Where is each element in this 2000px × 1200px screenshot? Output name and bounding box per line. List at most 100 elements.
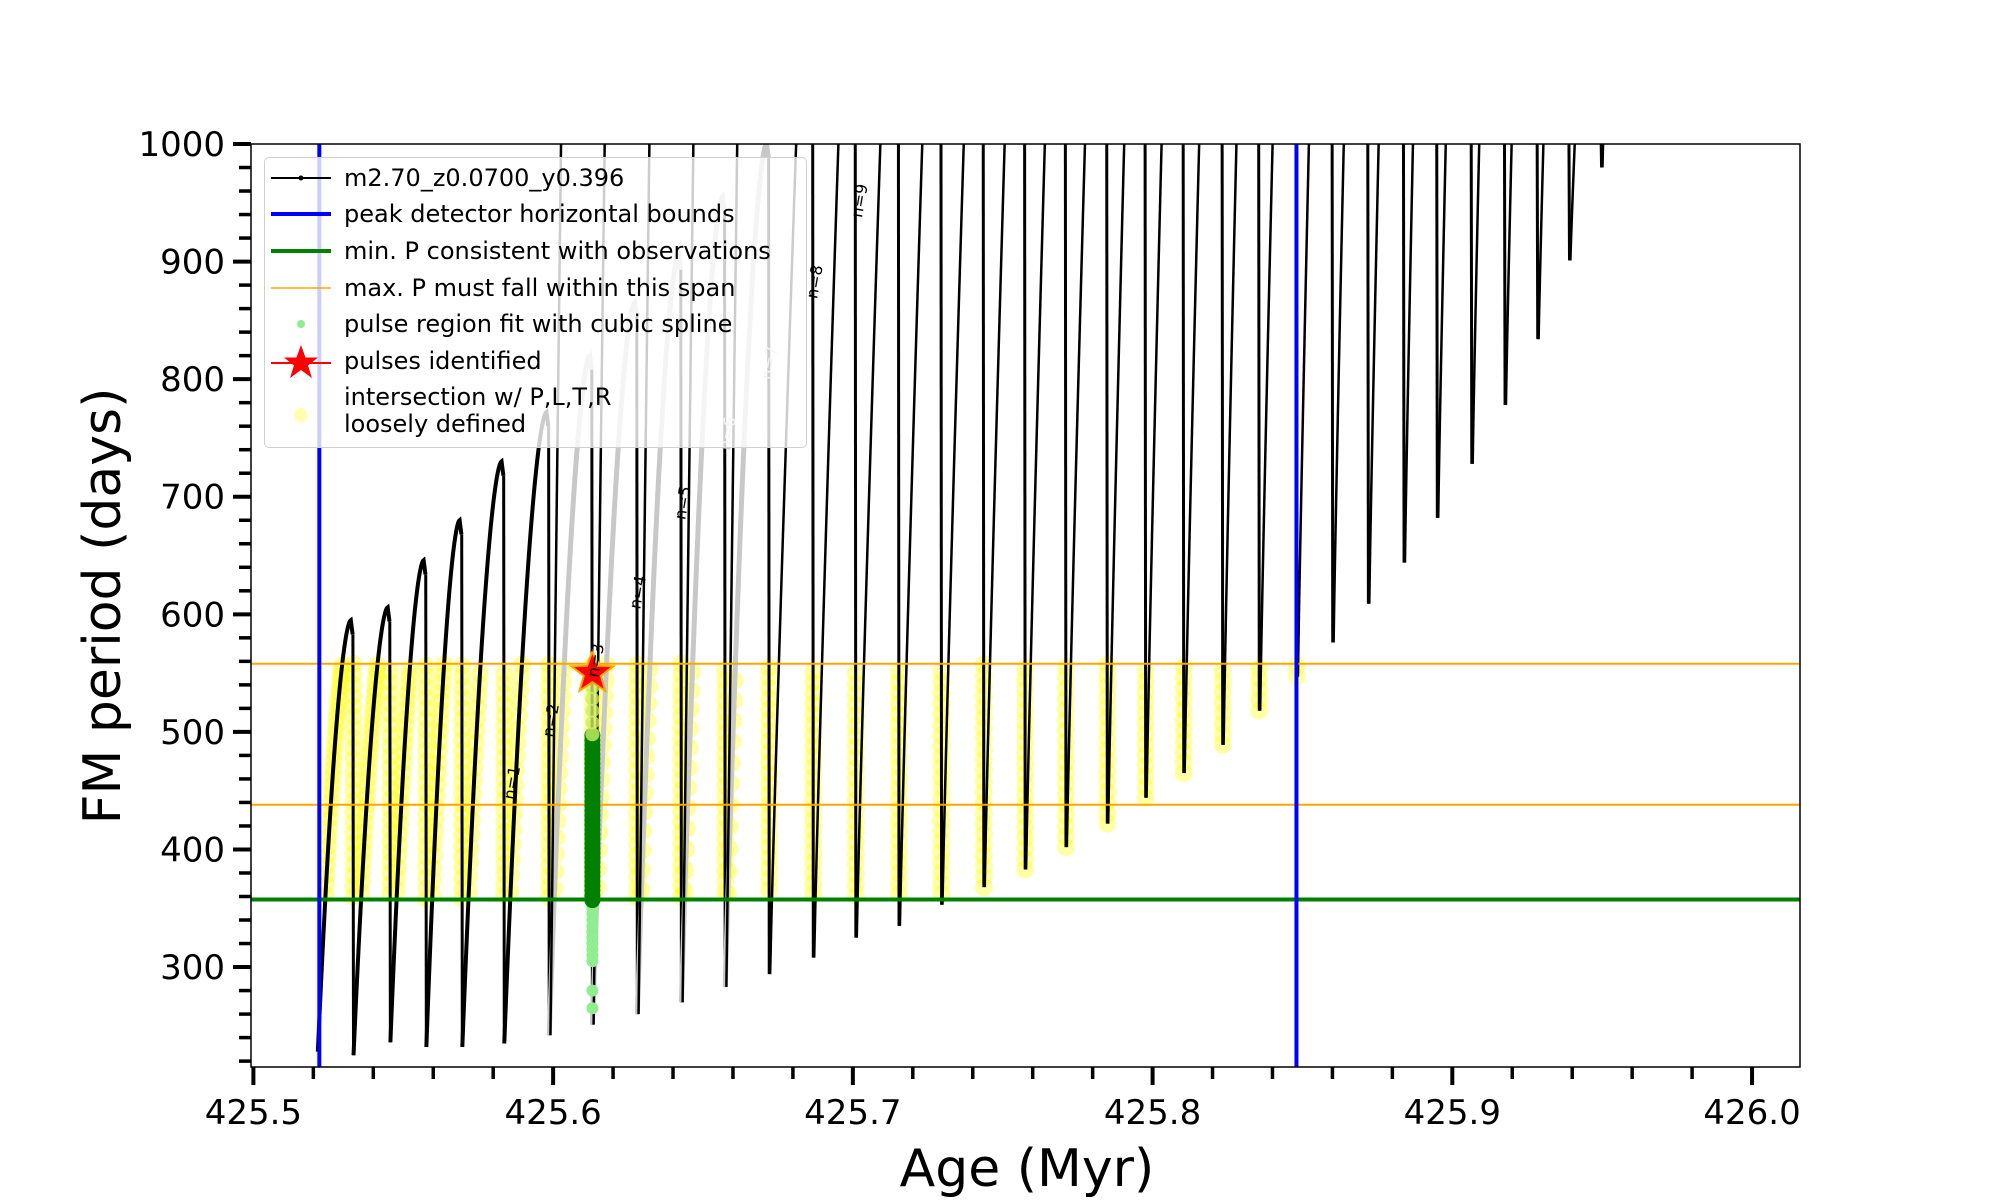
track-rising-branch — [388, 556, 428, 1043]
legend-label: pulses identified — [344, 347, 542, 375]
legend: m2.70_z0.0700_y0.396 peak detector horiz… — [264, 157, 807, 448]
track-drop — [547, 426, 551, 1036]
track-drop — [1567, 144, 1572, 261]
track-drop — [1143, 144, 1148, 798]
legend-label: min. P consistent with observations — [344, 237, 771, 265]
track-drop — [1401, 144, 1406, 563]
track-rising-branch — [1332, 144, 1346, 643]
track-rising-branch — [1222, 144, 1238, 745]
track-drop — [1535, 144, 1540, 340]
track-rising-branch — [1537, 144, 1545, 340]
track-drop — [1023, 144, 1027, 870]
track-drop — [424, 574, 428, 1048]
track-rising-branch — [1296, 144, 1311, 677]
track-drop — [853, 144, 858, 938]
y-axis-label: FM period (days) — [73, 388, 133, 825]
spline-fit-point — [585, 715, 600, 730]
blue-line-icon — [271, 212, 331, 216]
track-drop — [1105, 144, 1109, 824]
track-drop — [1220, 144, 1225, 745]
y-tick-label: 600 — [160, 595, 225, 635]
legend-label: pulse region fit with cubic spline — [344, 310, 733, 338]
x-tick-label: 425.5 — [205, 1093, 302, 1133]
legend-entry-horizontal-bounds: peak detector horizontal bounds — [265, 196, 806, 232]
track-drop — [981, 144, 986, 888]
track-rising-branch — [1569, 144, 1576, 261]
green-dot-icon — [297, 320, 305, 328]
track-drop — [1181, 144, 1186, 774]
legend-label: max. P must fall within this span — [344, 274, 736, 302]
y-tick-label: 500 — [160, 713, 225, 753]
x-tick-label: 425.6 — [504, 1093, 601, 1133]
y-tick-label: 1000 — [138, 125, 225, 165]
x-tick-label: 425.8 — [1104, 1093, 1201, 1133]
x-tick-label: 425.7 — [804, 1093, 901, 1133]
spline-fit-point — [585, 691, 600, 706]
track-drop — [502, 475, 506, 1044]
track-rising-branch — [1504, 144, 1513, 406]
track-rising-branch — [898, 144, 924, 926]
track-rising-branch — [424, 516, 464, 1048]
y-tick-label: 700 — [160, 478, 225, 518]
spline-fit-point — [585, 703, 600, 718]
track-rising-branch — [1403, 144, 1415, 563]
track-rising-branch — [1601, 144, 1605, 168]
track-drop — [1330, 144, 1335, 643]
track-rising-branch — [1024, 144, 1047, 870]
track-drop — [388, 621, 392, 1043]
pulse-identified-star — [568, 648, 617, 694]
legend-entry-pulses-identified: pulses identified — [265, 343, 806, 379]
track-drop — [1502, 144, 1507, 406]
track-drop — [1257, 144, 1261, 711]
track-drop — [1435, 144, 1439, 518]
plot-frame — [250, 143, 1801, 1068]
legend-label: intersection w/ P,L,T,R — [344, 383, 612, 411]
track-drop — [351, 634, 356, 1056]
yellow-dot-icon — [294, 408, 308, 422]
x-tick-label: 426.0 — [1703, 1093, 1800, 1133]
y-tick-label: 300 — [160, 948, 225, 988]
track-rising-branch — [1368, 144, 1380, 604]
track-rising-branch — [812, 144, 840, 958]
track-rising-branch — [855, 144, 882, 938]
spline-fit-point — [586, 984, 599, 997]
green-line-icon — [271, 249, 331, 253]
track-rising-branch — [315, 616, 355, 1052]
track-rising-branch — [1436, 144, 1448, 518]
y-tick-label: 900 — [160, 243, 225, 283]
y-tick-label: 400 — [160, 830, 225, 870]
track-drop — [460, 534, 464, 1048]
legend-entry-model-track: m2.70_z0.0700_y0.396 — [265, 160, 806, 196]
legend-label-line2: loosely defined — [344, 410, 527, 438]
track-rising-branch — [1183, 144, 1201, 774]
legend-label: peak detector horizontal bounds — [344, 200, 735, 228]
track-rising-branch — [983, 144, 1006, 888]
spline-fit-point — [586, 1002, 599, 1015]
spline-fit-points — [568, 648, 617, 1015]
track-rising-branch — [351, 603, 392, 1056]
legend-entry-intersection: intersection w/ P,L,T,R loosely defined — [265, 380, 806, 442]
track-drop — [896, 144, 901, 926]
red-star-icon — [271, 345, 331, 378]
track-drop — [1366, 144, 1370, 604]
track-rising-branch — [1471, 144, 1481, 464]
axes: 425.5 425.6 425.7 425.8 425.9 426.0 300 400 500 6… — [138, 125, 1800, 1133]
y-tick-label: 800 — [160, 360, 225, 400]
track-drop — [811, 144, 815, 958]
track-drop — [939, 144, 944, 905]
line-marker-icon — [271, 175, 331, 181]
track-rising-branch — [1106, 144, 1126, 824]
legend-entry-min-period: min. P consistent with observations — [265, 233, 806, 269]
track-rising-branch — [1258, 144, 1274, 711]
track-rising-branch — [460, 457, 506, 1048]
x-axis-label: Age (Myr) — [900, 1139, 1155, 1199]
track-drop — [1063, 144, 1068, 848]
track-drop — [1469, 144, 1474, 464]
legend-label: m2.70_z0.0700_y0.396 — [344, 164, 625, 192]
x-tick-label: 425.9 — [1404, 1093, 1501, 1133]
orange-line-icon — [271, 287, 331, 289]
legend-entry-spline-fit: pulse region fit with cubic spline — [265, 306, 806, 342]
track-rising-branch — [1065, 144, 1087, 848]
track-rising-branch — [941, 144, 965, 905]
legend-entry-max-period-span: max. P must fall within this span — [265, 270, 806, 306]
